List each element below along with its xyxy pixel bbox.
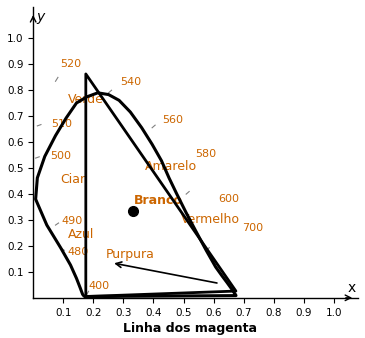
Text: 540: 540	[120, 77, 142, 87]
Text: 560: 560	[162, 115, 184, 125]
Text: 700: 700	[242, 223, 264, 233]
Text: Verde: Verde	[68, 93, 104, 106]
Text: Azul: Azul	[68, 228, 94, 241]
Text: Vermelho: Vermelho	[181, 213, 239, 226]
Text: 490: 490	[62, 216, 83, 226]
Text: Purpura: Purpura	[105, 248, 154, 262]
Text: 480: 480	[68, 247, 89, 257]
Text: 580: 580	[196, 149, 217, 159]
Text: 520: 520	[60, 59, 81, 69]
Text: Cian: Cian	[60, 173, 88, 186]
Text: Branco: Branco	[134, 194, 183, 207]
Text: 400: 400	[89, 281, 110, 291]
Text: x: x	[348, 281, 356, 295]
Text: 500: 500	[50, 151, 71, 161]
Text: Amarelo: Amarelo	[145, 160, 197, 173]
Text: 510: 510	[51, 119, 72, 129]
Text: 600: 600	[218, 194, 239, 204]
Text: Linha dos magenta: Linha dos magenta	[123, 322, 257, 335]
Text: y: y	[36, 10, 45, 24]
